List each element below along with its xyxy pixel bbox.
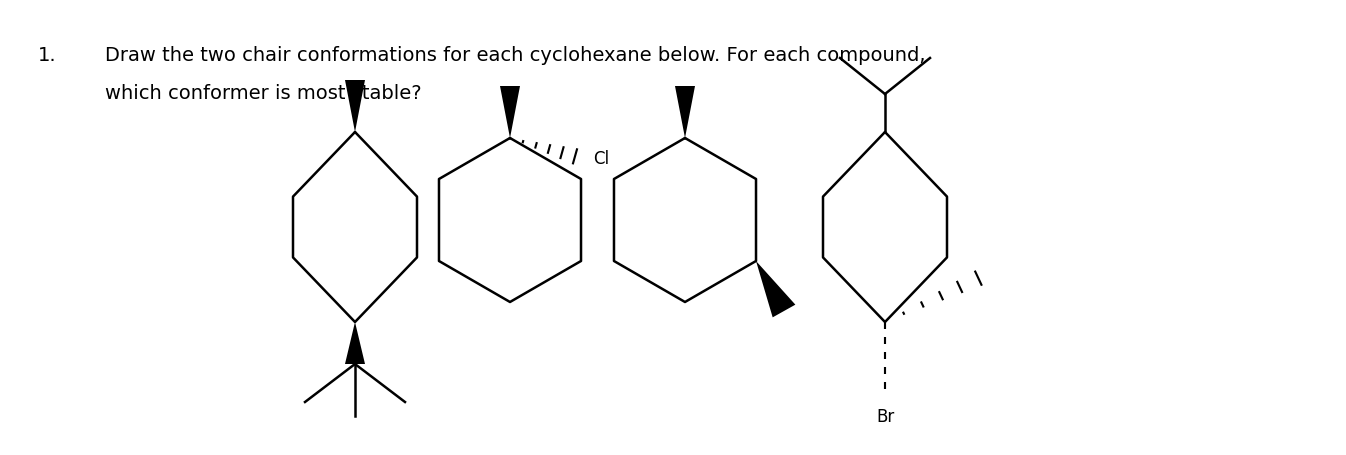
Polygon shape	[499, 87, 520, 139]
Text: Cl: Cl	[594, 150, 610, 167]
Text: which conformer is most stable?: which conformer is most stable?	[105, 84, 421, 103]
Text: Draw the two chair conformations for each cyclohexane below. For each compound,: Draw the two chair conformations for eac…	[105, 46, 926, 65]
Text: Br: Br	[876, 407, 894, 425]
Polygon shape	[345, 322, 365, 364]
Polygon shape	[756, 262, 795, 318]
Polygon shape	[674, 87, 695, 139]
Polygon shape	[345, 81, 365, 133]
Text: 1.: 1.	[38, 46, 57, 65]
